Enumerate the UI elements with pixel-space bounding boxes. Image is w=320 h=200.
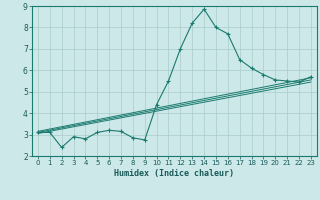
X-axis label: Humidex (Indice chaleur): Humidex (Indice chaleur)	[115, 169, 234, 178]
